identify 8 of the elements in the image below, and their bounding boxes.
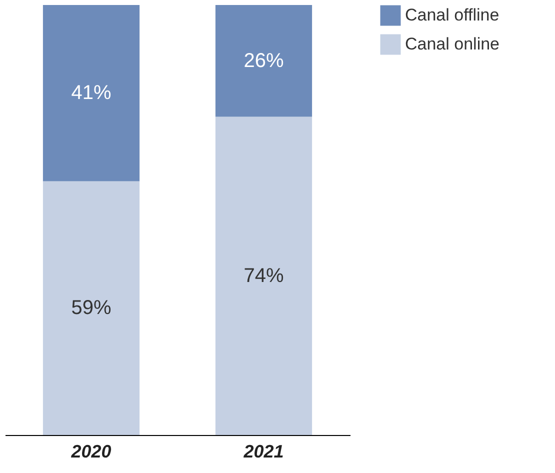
x-tick-label: 2020 — [70, 442, 112, 462]
data-label: 26% — [244, 50, 284, 72]
data-label: 59% — [71, 297, 112, 320]
legend-label: Canal offline — [405, 6, 500, 24]
x-tick-label: 2021 — [242, 442, 284, 462]
legend-label: Canal online — [405, 34, 500, 54]
data-label: 74% — [244, 264, 284, 287]
data-label: 41% — [71, 82, 112, 104]
